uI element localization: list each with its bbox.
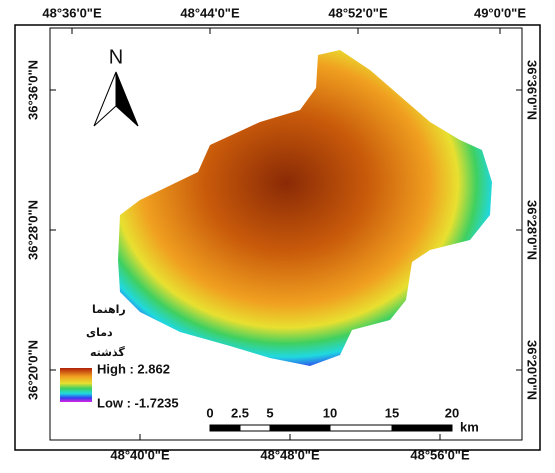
- legend-ramp: [60, 368, 92, 402]
- map: 48°36'0"E 48°44'0"E 48°52'0"E 49°0'0"E 4…: [0, 0, 555, 468]
- scale-tick: 5: [266, 405, 273, 420]
- scale-bar: [210, 425, 452, 431]
- legend-title: راهنما: [92, 303, 126, 316]
- scale-tick: 0: [206, 405, 213, 420]
- top-label: 48°52'0"E: [328, 5, 388, 20]
- scale-unit: km: [460, 419, 479, 434]
- legend-title: دمای: [86, 326, 113, 339]
- left-label: 36°28'0"N: [25, 200, 40, 260]
- legend-high: High : 2.862: [97, 361, 170, 376]
- right-label: 36°36'0"N: [525, 60, 540, 120]
- scale-tick: 15: [385, 405, 399, 420]
- north-arrow-left: [94, 72, 116, 126]
- north-arrow-right: [116, 72, 138, 126]
- right-label: 36°28'0"N: [525, 200, 540, 260]
- study-area: [118, 50, 492, 366]
- left-label: 36°36'0"N: [25, 60, 40, 120]
- right-label: 36°20'0"N: [525, 340, 540, 400]
- bottom-label: 48°48'0"E: [260, 447, 320, 462]
- north-label: N: [109, 46, 123, 68]
- scale-tick: 10: [323, 405, 337, 420]
- legend-title: گذشته: [90, 346, 125, 359]
- top-label: 48°36'0"E: [42, 5, 102, 20]
- scale-tick: 20: [445, 405, 459, 420]
- bottom-label: 48°56'0"E: [410, 447, 470, 462]
- legend-low: Low : -1.7235: [97, 395, 179, 410]
- top-label: 48°44'0"E: [180, 5, 240, 20]
- scale-tick: 2.5: [231, 405, 249, 420]
- top-label: 49°0'0"E: [474, 5, 526, 20]
- bottom-label: 48°40'0"E: [110, 447, 170, 462]
- left-label: 36°20'0"N: [25, 340, 40, 400]
